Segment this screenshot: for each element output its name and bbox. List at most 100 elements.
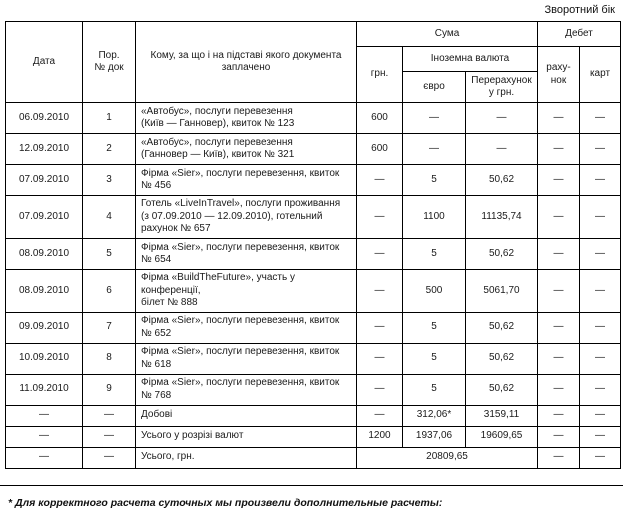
row-description: Фірма «Sier», послуги перевезення, квито… [135,342,357,375]
row-doc-no: 7 [82,311,136,344]
footnote: * Для корректного расчета суточных мы пр… [8,496,623,512]
row-card: — [579,164,621,196]
row-date: 07.09.2010 [5,164,83,196]
header-debit: Дебет [537,21,621,47]
row-card: — [579,342,621,375]
row-account: — [537,238,580,270]
header-euro: євро [402,71,466,103]
row-euro: 5 [402,373,466,406]
row-euro: — [402,102,466,134]
row-uah: 600 [356,102,403,134]
row-description: Фірма «Sier», послуги перевезення, квито… [135,164,357,196]
table-row: 08.09.2010 6 Фірма «BuildTheFuture», уча… [5,269,621,313]
header-doc-no: Пор. № док [82,21,136,103]
row-recalc: 50,62 [465,164,538,196]
row-euro: 5 [402,342,466,375]
row-card: — [579,195,621,239]
row-doc-no: — [82,404,136,427]
summary-row-total-by-currency: — — Усього у розрізі валют 1200 1937,06 … [5,425,621,448]
header-uah: грн. [356,46,403,103]
row-account: — [537,133,580,165]
row-euro: 5 [402,238,466,270]
row-recalc: — [465,133,538,165]
row-date: 08.09.2010 [5,238,83,270]
row-description: Готель «LiveInTravel», послуги проживанн… [135,195,357,239]
row-date: — [5,425,83,448]
row-recalc: 3159,11 [465,404,538,427]
row-account: — [537,425,580,448]
expense-table: Дата Пор. № док Кому, за що і на підстав… [5,21,621,469]
row-card: — [579,133,621,165]
row-account: — [537,311,580,344]
row-card: — [579,373,621,406]
row-uah: — [356,195,403,239]
row-description: «Автобус», послуги перевезення (Київ — Г… [135,102,357,134]
summary-total-amount: 20809,65 [356,446,538,469]
row-uah: — [356,311,403,344]
row-card: — [579,102,621,134]
summary-row-daily: — — Добові — 312,06* 3159,11 — — [5,404,621,427]
row-date: 06.09.2010 [5,102,83,134]
header-sum: Сума [356,21,538,47]
row-date: — [5,446,83,469]
row-recalc: 50,62 [465,311,538,344]
row-account: — [537,342,580,375]
row-euro: 1937,06 [402,425,466,448]
row-uah: — [356,342,403,375]
row-account: — [537,446,580,469]
row-card: — [579,238,621,270]
row-recalc: 50,62 [465,373,538,406]
row-recalc: 19609,65 [465,425,538,448]
row-account: — [537,269,580,313]
row-euro: 500 [402,269,466,313]
header-card: карт [579,46,621,103]
row-card: — [579,446,621,469]
row-account: — [537,195,580,239]
table-row: 12.09.2010 2 «Автобус», послуги перевезе… [5,133,621,165]
row-card: — [579,404,621,427]
row-euro: 5 [402,164,466,196]
row-description: Фірма «Sier», послуги перевезення, квито… [135,311,357,344]
table-row: 07.09.2010 3 Фірма «Sier», послуги перев… [5,164,621,196]
row-doc-no: — [82,425,136,448]
row-date: 12.09.2010 [5,133,83,165]
row-account: — [537,373,580,406]
summary-label: Добові [135,404,357,427]
row-uah: — [356,164,403,196]
table-row: 10.09.2010 8 Фірма «Sier», послуги перев… [5,342,621,375]
row-date: — [5,404,83,427]
row-doc-no: 8 [82,342,136,375]
summary-row-total-uah: — — Усього, грн. 20809,65 — — [5,446,621,469]
table-row: 08.09.2010 5 Фірма «Sier», послуги перев… [5,238,621,270]
header-foreign-currency: Іноземна валюта [402,46,538,72]
row-uah: — [356,404,403,427]
row-doc-no: — [82,446,136,469]
row-doc-no: 2 [82,133,136,165]
row-date: 07.09.2010 [5,195,83,239]
header-payee: Кому, за що і на підставі якого документ… [135,21,357,103]
row-uah: — [356,238,403,270]
table-row: 06.09.2010 1 «Автобус», послуги перевезе… [5,102,621,134]
row-account: — [537,404,580,427]
row-uah: — [356,373,403,406]
row-date: 09.09.2010 [5,311,83,344]
row-doc-no: 6 [82,269,136,313]
row-uah: — [356,269,403,313]
row-recalc: 50,62 [465,238,538,270]
summary-label: Усього у розрізі валют [135,425,357,448]
row-uah: 600 [356,133,403,165]
header-date: Дата [5,21,83,103]
row-date: 08.09.2010 [5,269,83,313]
header-recalc: Перерахунок у грн. [465,71,538,103]
row-description: Фірма «Sier», послуги перевезення, квито… [135,373,357,406]
row-doc-no: 4 [82,195,136,239]
corner-label: Зворотний бік [544,4,616,16]
row-description: Фірма «BuildTheFuture», участь у конфере… [135,269,357,313]
row-recalc: 11135,74 [465,195,538,239]
footnote-title: * Для корректного расчета суточных мы пр… [8,496,443,509]
row-card: — [579,425,621,448]
row-recalc: — [465,102,538,134]
row-description: Фірма «Sier», послуги перевезення, квито… [135,238,357,270]
row-recalc: 5061,70 [465,269,538,313]
